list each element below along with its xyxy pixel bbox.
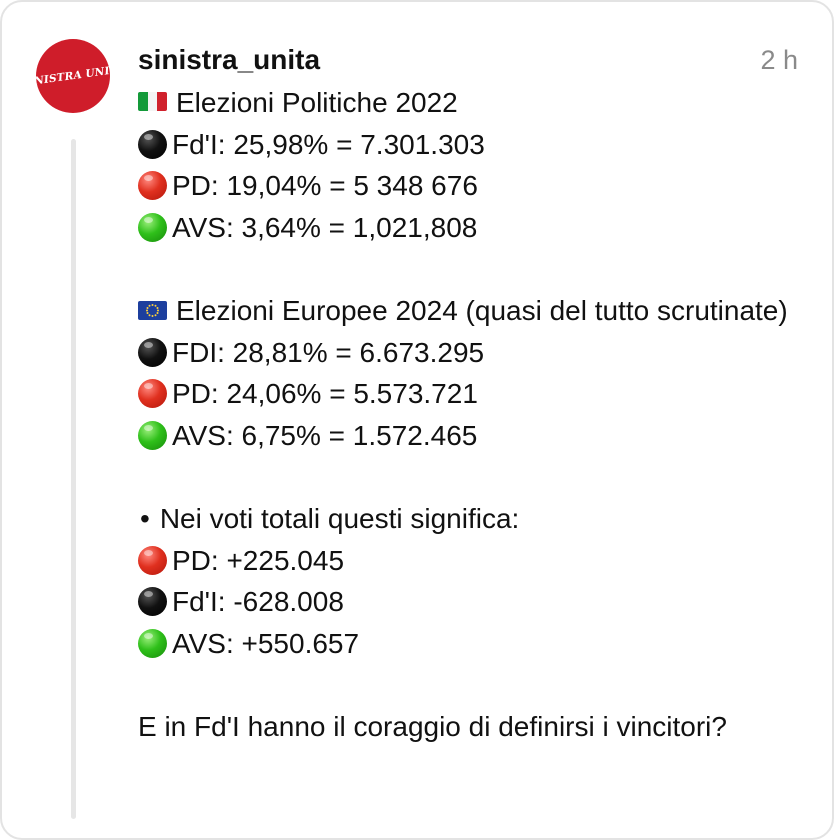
result-line: AVS: 3,64% = 1,021,808 <box>138 207 818 249</box>
post-body: Elezioni Politiche 2022 Fd'I: 25,98% = 7… <box>138 82 818 748</box>
italy-flag-icon <box>138 92 167 112</box>
result-line: Fd'I: 25,98% = 7.301.303 <box>138 124 818 166</box>
red-circle-icon <box>138 171 167 201</box>
result-line: AVS: +550.657 <box>138 623 818 665</box>
result-line: Fd'I: -628.008 <box>138 581 818 623</box>
section-title-text: Elezioni Politiche 2022 <box>176 87 458 118</box>
result-text: AVS: 3,64% = 1,021,808 <box>172 211 478 243</box>
result-line: FDI: 28,81% = 6.673.295 <box>138 332 818 374</box>
result-text: AVS: +550.657 <box>172 627 360 659</box>
black-circle-icon <box>138 337 167 367</box>
green-circle-icon <box>138 421 167 451</box>
result-text: FDI: 28,81% = 6.673.295 <box>172 336 485 368</box>
result-line: PD: 19,04% = 5 348 676 <box>138 165 818 207</box>
section-title-europee: Elezioni Europee 2024 (quasi del tutto s… <box>138 290 818 332</box>
thread-line <box>71 139 76 819</box>
avatar[interactable]: SINISTRA UNITA <box>36 39 110 113</box>
result-line: AVS: 6,75% = 1.572.465 <box>138 415 818 457</box>
red-circle-icon <box>138 545 167 575</box>
avatar-logo-text: SINISTRA UNITA <box>36 62 110 90</box>
blank-line <box>138 664 818 706</box>
result-text: AVS: 6,75% = 1.572.465 <box>172 419 478 451</box>
result-line: PD: 24,06% = 5.573.721 <box>138 373 818 415</box>
result-text: Fd'I: -628.008 <box>172 586 344 618</box>
result-text: PD: 19,04% = 5 348 676 <box>172 170 478 202</box>
result-text: Fd'I: 25,98% = 7.301.303 <box>172 128 485 160</box>
closing-line: E in Fd'I hanno il coraggio di definirsi… <box>138 710 727 742</box>
bullet-point: • <box>140 502 150 534</box>
section-title-text: Elezioni Europee 2024 (quasi del tutto s… <box>176 294 788 326</box>
blank-line <box>138 456 818 498</box>
blank-line <box>138 248 818 290</box>
section-title-text: Nei voti totali questi significa: <box>159 502 520 534</box>
black-circle-icon <box>138 129 167 159</box>
section-title-politiche: Elezioni Politiche 2022 <box>138 82 818 124</box>
username[interactable]: sinistra_unita <box>138 44 321 75</box>
green-circle-icon <box>138 213 167 243</box>
result-line: PD: +225.045 <box>138 540 818 582</box>
result-text: PD: +225.045 <box>172 544 345 576</box>
result-text: PD: 24,06% = 5.573.721 <box>172 378 478 410</box>
black-circle-icon <box>138 587 167 617</box>
green-circle-icon <box>138 629 167 659</box>
eu-flag-icon <box>138 301 167 321</box>
timestamp: 2 h <box>760 45 798 75</box>
section-title-summary: • Nei voti totali questi significa: <box>138 498 818 540</box>
red-circle-icon <box>138 379 167 409</box>
